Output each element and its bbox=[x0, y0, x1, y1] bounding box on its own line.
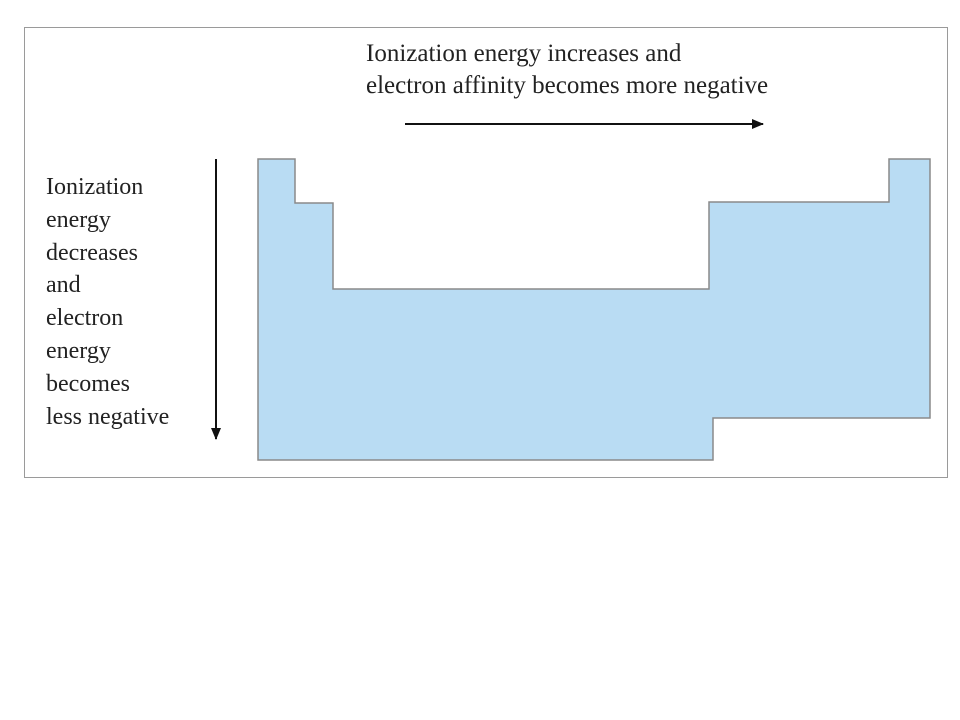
vertical-trend-line-3: decreases bbox=[46, 239, 138, 266]
horizontal-trend-line-1: Ionization energy increases and bbox=[366, 40, 682, 67]
vertical-trend-line-5: electron bbox=[46, 305, 124, 332]
periodic-trends-figure: Ionization energy increases and electron… bbox=[24, 27, 948, 478]
horizontal-trend-caption: Ionization energy increases and electron… bbox=[366, 38, 906, 102]
vertical-trend-line-1: Ionization bbox=[46, 174, 144, 200]
vertical-trend-line-4: and bbox=[46, 272, 81, 299]
vertical-trend-line-7: becomes bbox=[46, 370, 130, 397]
horizontal-trend-line-2: electron affinity becomes more negative bbox=[366, 72, 769, 99]
periodic-trends-diagram bbox=[211, 119, 931, 461]
vertical-trend-line-6: energy bbox=[46, 337, 111, 364]
vertical-trend-line-2: energy bbox=[46, 206, 111, 233]
vertical-trend-caption: Ionization energy decreases and electron… bbox=[46, 171, 206, 433]
vertical-trend-line-8: less negative bbox=[46, 403, 170, 430]
periodic-table-outline bbox=[257, 158, 931, 461]
